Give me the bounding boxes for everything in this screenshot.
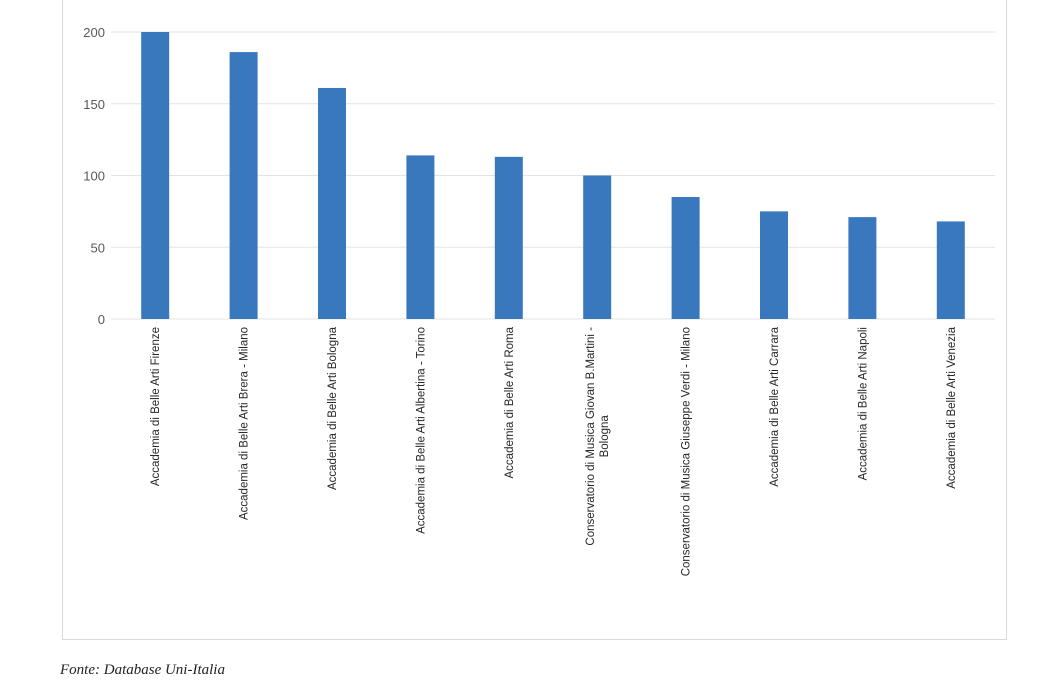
bar-6: [583, 175, 612, 319]
bar-2: [229, 52, 258, 320]
y-tick-label-200: 200: [83, 25, 105, 40]
x-category-label-3: Accademia di Belle Arti Bologna: [327, 326, 339, 490]
bar-4: [406, 155, 435, 319]
x-category-label-5: Accademia di Belle Arti Roma: [504, 326, 516, 478]
x-category-label-line: Accademia di Belle Arti Bologna: [327, 326, 339, 490]
bar-3: [318, 87, 346, 319]
x-category-label-4: Accademia di Belle Arti Albertina - Tori…: [415, 327, 427, 534]
x-category-label-line: Accademia di Belle Arti Venezia: [946, 326, 958, 488]
chart-frame: 0 50 100 150 200 Accademia di Belle Arti Fire…: [62, 0, 1007, 640]
x-category-label-2: Accademia di Belle Arti Brera - Milano: [239, 327, 251, 520]
bar-7: [671, 197, 700, 319]
x-category-label-6: Conservatorio di Musica Giovan B.Martini…: [585, 327, 611, 546]
x-category-label-line: Accademia di Belle Arti Firenze: [150, 327, 162, 486]
x-category-label-7: Conservatorio di Musica Giuseppe Verdi -…: [681, 327, 693, 576]
x-category-label-line: Accademia di Belle Arti Carrara: [769, 326, 781, 486]
x-category-label-1: Accademia di Belle Arti Firenze: [150, 327, 162, 486]
x-category-label-line: Accademia di Belle Arti Brera - Milano: [239, 327, 251, 520]
y-tick-label-150: 150: [83, 97, 105, 112]
x-category-label-line: Bologna: [599, 415, 611, 458]
y-tick-label-50: 50: [91, 240, 105, 255]
x-category-label-line: Conservatorio di Musica Giovan B.Martini…: [585, 327, 597, 546]
x-category-label-line: Conservatorio di Musica Giuseppe Verdi -…: [681, 327, 693, 576]
x-category-label-line: Accademia di Belle Arti Napoli: [857, 327, 869, 480]
bar-5: [494, 156, 523, 319]
x-category-label-8: Accademia di Belle Arti Carrara: [769, 326, 781, 486]
bar-chart: 0 50 100 150 200 Accademia di Belle Arti Fire…: [83, 25, 995, 576]
source-note: Fonte: Database Uni-Italia: [60, 662, 225, 678]
bar-9: [848, 217, 877, 319]
bar-10: [936, 221, 965, 319]
x-category-label-line: Accademia di Belle Arti Albertina - Tori…: [415, 327, 427, 534]
bar-8: [760, 211, 788, 319]
bar-1: [141, 32, 170, 319]
y-tick-label-100: 100: [83, 169, 105, 184]
x-category-label-line: Accademia di Belle Arti Roma: [504, 326, 516, 478]
y-tick-label-0: 0: [98, 312, 105, 327]
x-category-label-9: Accademia di Belle Arti Napoli: [857, 327, 869, 480]
x-category-label-10: Accademia di Belle Arti Venezia: [946, 326, 958, 488]
